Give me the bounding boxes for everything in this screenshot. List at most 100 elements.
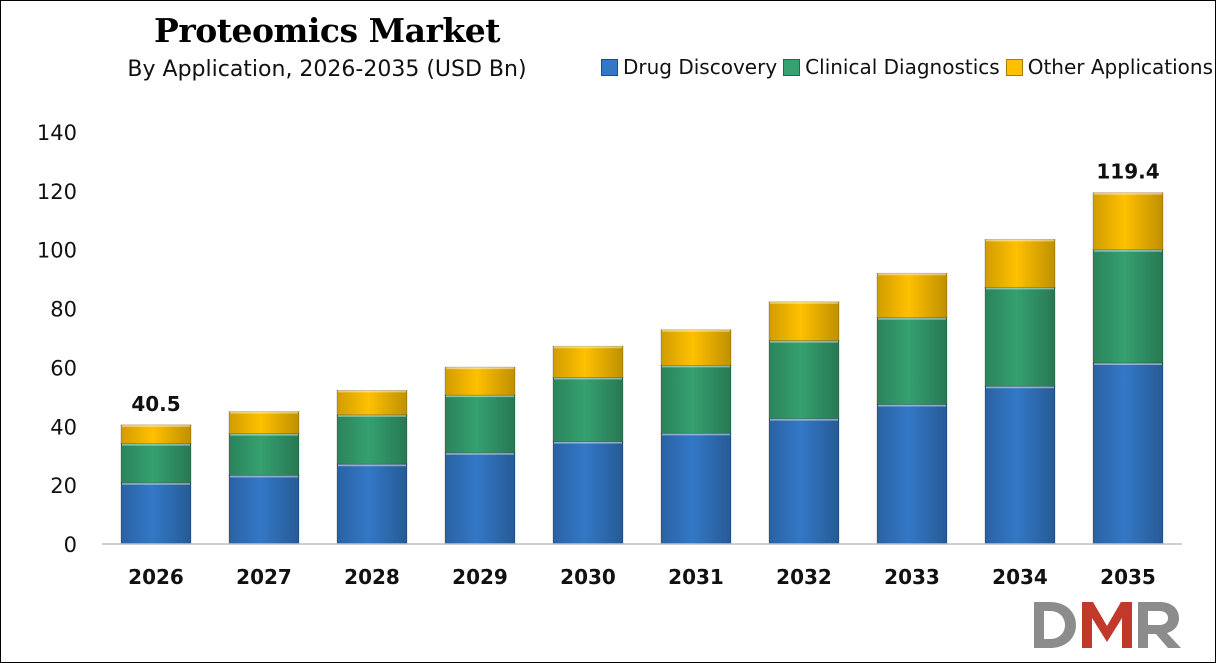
bar-other-applications-2026 — [120, 424, 192, 445]
y-tick-label: 0 — [64, 533, 77, 557]
bar-drug-discovery-2035 — [1092, 362, 1164, 545]
bar-highlight — [986, 287, 1054, 290]
bar-group-2029 — [444, 366, 516, 545]
bar-group-2027 — [228, 411, 300, 545]
bar-clinical-diagnostics-2030 — [552, 377, 624, 442]
bar-drug-discovery-2029 — [444, 452, 516, 545]
y-tick-label: 20 — [50, 474, 77, 498]
bar-group-2033 — [876, 272, 948, 545]
bar-clinical-diagnostics-2035 — [1092, 249, 1164, 364]
bar-drug-discovery-2034 — [984, 385, 1056, 545]
x-tick-label-2034: 2034 — [992, 565, 1048, 589]
legend: Drug Discovery Clinical Diagnostics Othe… — [601, 55, 1216, 79]
legend-item-clinical-diagnostics: Clinical Diagnostics — [783, 55, 1000, 79]
bar-clinical-diagnostics-2034 — [984, 286, 1056, 387]
bar-highlight — [878, 273, 946, 276]
bar-drug-discovery-2028 — [336, 463, 408, 545]
legend-swatch-other-applications — [1005, 58, 1023, 76]
y-tick-label: 100 — [37, 239, 77, 263]
x-tick-label-2029: 2029 — [452, 565, 508, 589]
bar-highlight — [1094, 192, 1162, 195]
total-labels: 40.5 119.4 — [131, 160, 1159, 416]
bar-other-applications-2033 — [876, 272, 948, 319]
bar-clinical-diagnostics-2029 — [444, 394, 516, 454]
bar-highlight — [986, 239, 1054, 242]
legend-label-other-applications: Other Applications — [1027, 55, 1214, 79]
bar-other-applications-2031 — [660, 329, 732, 366]
bar-other-applications-2035 — [1092, 192, 1164, 251]
x-tick-label-2032: 2032 — [776, 565, 832, 589]
bar-other-applications-2030 — [552, 345, 624, 378]
bar-group-2035 — [1092, 192, 1164, 545]
bar-clinical-diagnostics-2026 — [120, 443, 192, 484]
x-axis-ticks: 2026 2027 2028 2029 2030 2031 2032 2033 2034 2035 — [128, 565, 1156, 589]
x-tick-label-2026: 2026 — [128, 565, 184, 589]
bar-other-applications-2029 — [444, 366, 516, 396]
bar-highlight — [554, 346, 622, 349]
legend-label-clinical-diagnostics: Clinical Diagnostics — [805, 55, 1000, 79]
chart-title: Proteomics Market — [154, 11, 500, 50]
bar-highlight — [230, 475, 298, 478]
bar-other-applications-2028 — [336, 389, 408, 416]
bar-other-applications-2034 — [984, 239, 1056, 288]
bar-highlight — [1094, 363, 1162, 366]
bar-other-applications-2027 — [228, 411, 300, 435]
bar-clinical-diagnostics-2027 — [228, 433, 300, 476]
bar-highlight — [122, 443, 190, 446]
legend-swatch-clinical-diagnostics — [783, 58, 801, 76]
bar-highlight — [554, 377, 622, 380]
y-tick-label: 60 — [50, 356, 77, 380]
bar-highlight — [122, 482, 190, 485]
bar-highlight — [770, 340, 838, 343]
y-axis-ticks: 0 20 40 60 80 100 120 140 — [37, 121, 77, 557]
y-tick-label: 120 — [37, 180, 77, 204]
bar-drug-discovery-2030 — [552, 441, 624, 545]
bar-group-2030 — [552, 345, 624, 545]
bar-clinical-diagnostics-2033 — [876, 317, 948, 405]
bar-group-2034 — [984, 239, 1056, 545]
total-label-2026: 40.5 — [131, 392, 180, 416]
bar-highlight — [662, 329, 730, 332]
legend-label-drug-discovery: Drug Discovery — [623, 55, 778, 79]
y-tick-label: 80 — [50, 298, 77, 322]
bar-highlight — [878, 317, 946, 320]
bar-highlight — [446, 395, 514, 398]
bars — [120, 192, 1164, 545]
y-tick-label: 40 — [50, 415, 77, 439]
bar-other-applications-2032 — [768, 301, 840, 342]
legend-swatch-drug-discovery — [601, 58, 618, 76]
y-tick-label: 140 — [37, 121, 77, 145]
bar-highlight — [662, 365, 730, 368]
bar-highlight — [770, 418, 838, 421]
x-tick-label-2031: 2031 — [668, 565, 724, 589]
bar-highlight — [662, 433, 730, 436]
bar-highlight — [554, 441, 622, 444]
bar-clinical-diagnostics-2028 — [336, 414, 408, 465]
x-tick-label-2033: 2033 — [884, 565, 940, 589]
bar-highlight — [122, 424, 190, 427]
bar-highlight — [338, 414, 406, 417]
total-label-2035: 119.4 — [1096, 160, 1159, 184]
dmr-logo — [1034, 602, 1181, 648]
bar-highlight — [230, 433, 298, 436]
bar-highlight — [338, 464, 406, 467]
bar-highlight — [986, 386, 1054, 389]
bar-highlight — [770, 301, 838, 304]
x-tick-label-2028: 2028 — [344, 565, 400, 589]
legend-item-other-applications: Other Applications — [1005, 55, 1214, 79]
bar-clinical-diagnostics-2032 — [768, 340, 840, 420]
x-tick-label-2030: 2030 — [560, 565, 616, 589]
bar-drug-discovery-2026 — [120, 482, 192, 545]
bar-drug-discovery-2027 — [228, 475, 300, 545]
bar-clinical-diagnostics-2031 — [660, 364, 732, 434]
bar-drug-discovery-2033 — [876, 404, 948, 545]
bar-highlight — [878, 404, 946, 407]
bar-group-2031 — [660, 329, 732, 545]
bar-group-2028 — [336, 389, 408, 545]
bar-highlight — [1094, 249, 1162, 252]
bar-highlight — [446, 452, 514, 455]
bar-drug-discovery-2031 — [660, 432, 732, 545]
bar-highlight — [230, 411, 298, 414]
x-tick-label-2035: 2035 — [1100, 565, 1156, 589]
